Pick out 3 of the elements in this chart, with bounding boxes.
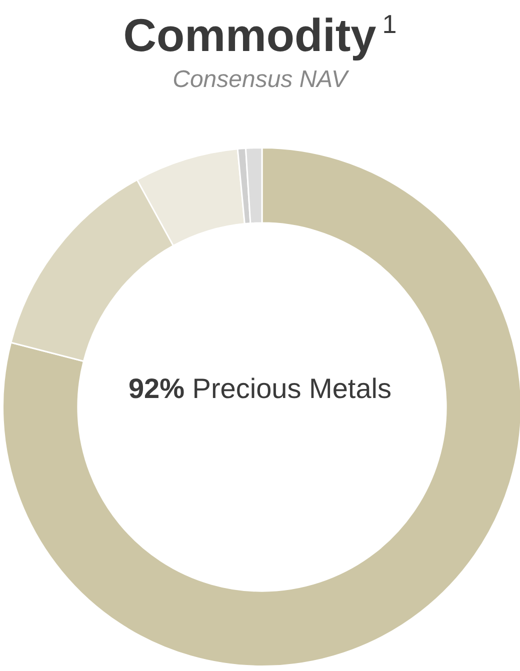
text: 92% Precious Metals	[127, 372, 392, 406]
chart-subtitle: Consensus NAV	[172, 66, 350, 94]
chart-title: Commodity$^{1}$	[122, 8, 398, 62]
